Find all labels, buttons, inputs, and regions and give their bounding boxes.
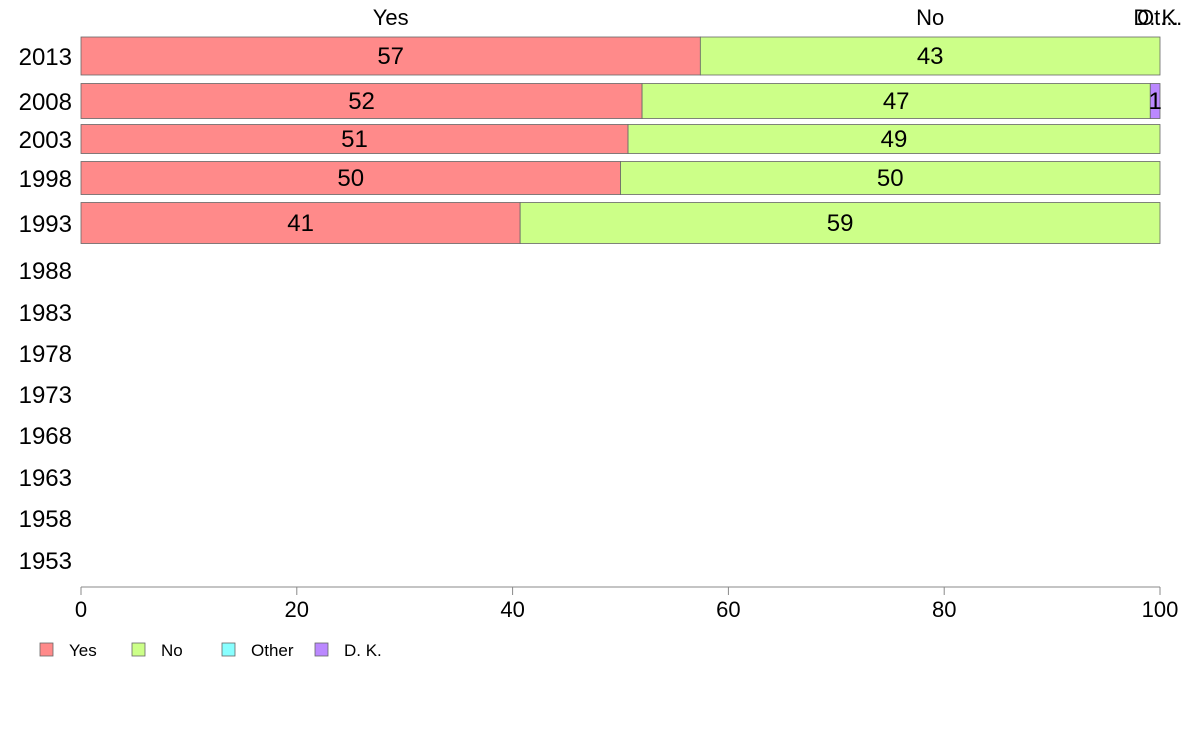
bar-2013-no [699,36,1161,76]
y-label-1968: 1968 [19,423,72,450]
x-tick-label-40: 40 [500,597,524,622]
y-label-1963: 1963 [19,465,72,492]
x-axis: 0 20 40 60 80 100 [75,586,1179,622]
data-label-2008-d-k: 1 [1148,88,1161,115]
bar-1993-no [519,202,1161,244]
y-label-1988: 1988 [19,258,72,285]
bar-2008-no [641,83,1151,119]
y-label-2003: 2003 [19,127,72,154]
y-label-1998: 1998 [19,166,72,193]
header-label-ot: Ot... [1137,5,1179,30]
legend-swatch-other [221,642,236,657]
header-label-no: No [916,5,944,30]
bar-2008-d-k [1149,83,1161,119]
bar-2003-yes [80,124,629,154]
legend-swatch-d-k [314,642,329,657]
legend: Yes No Other D. K. [39,641,382,660]
bar-1998-no [620,161,1161,195]
x-tick-label-80: 80 [932,597,956,622]
bar-1993-yes [80,202,521,244]
data-label-2008-no: 47 [883,88,910,115]
y-label-1983: 1983 [19,300,72,327]
header-label-yes: Yes [373,5,409,30]
legend-label-no: No [161,641,183,660]
y-label-1993: 1993 [19,211,72,238]
bar-2013-yes [80,36,701,76]
y-label-1958: 1958 [19,506,72,533]
data-label-1993-no: 59 [827,210,854,237]
legend-label-d-k: D. K. [344,641,382,660]
data-label-2003-yes: 51 [341,126,368,153]
y-label-2013: 2013 [19,44,72,71]
data-label-2003-no: 49 [881,126,908,153]
data-label-1993-yes: 41 [287,210,314,237]
legend-label-yes: Yes [69,641,97,660]
data-label-1998-yes: 50 [337,165,364,192]
legend-label-other: Other [251,641,294,660]
y-label-1973: 1973 [19,382,72,409]
bar-2003-no [627,124,1161,154]
y-label-1953: 1953 [19,548,72,575]
bar-2008-yes [80,83,643,119]
data-label-2013-yes: 57 [377,43,404,70]
y-axis-labels: 2013 2008 2003 1998 1993 1988 1983 1978 1973 1968… [19,44,72,575]
bars-group: 57 43 52 47 1 51 49 50 50 41 59 [80,36,1162,244]
bar-1998-yes [80,161,621,195]
legend-swatch-no [131,642,146,657]
x-tick-label-20: 20 [285,597,309,622]
data-label-2013-no: 43 [917,43,944,70]
y-label-2008: 2008 [19,89,72,116]
x-tick-label-0: 0 [75,597,87,622]
category-header-labels: Yes No D. K.Ot... [373,5,1183,30]
x-tick-label-100: 100 [1142,597,1179,622]
y-label-1978: 1978 [19,341,72,368]
data-label-2008-yes: 52 [348,88,375,115]
data-label-1998-no: 50 [877,165,904,192]
legend-swatch-yes [39,642,54,657]
x-tick-label-60: 60 [716,597,740,622]
header-label-d-k: D. K. [1133,5,1182,30]
